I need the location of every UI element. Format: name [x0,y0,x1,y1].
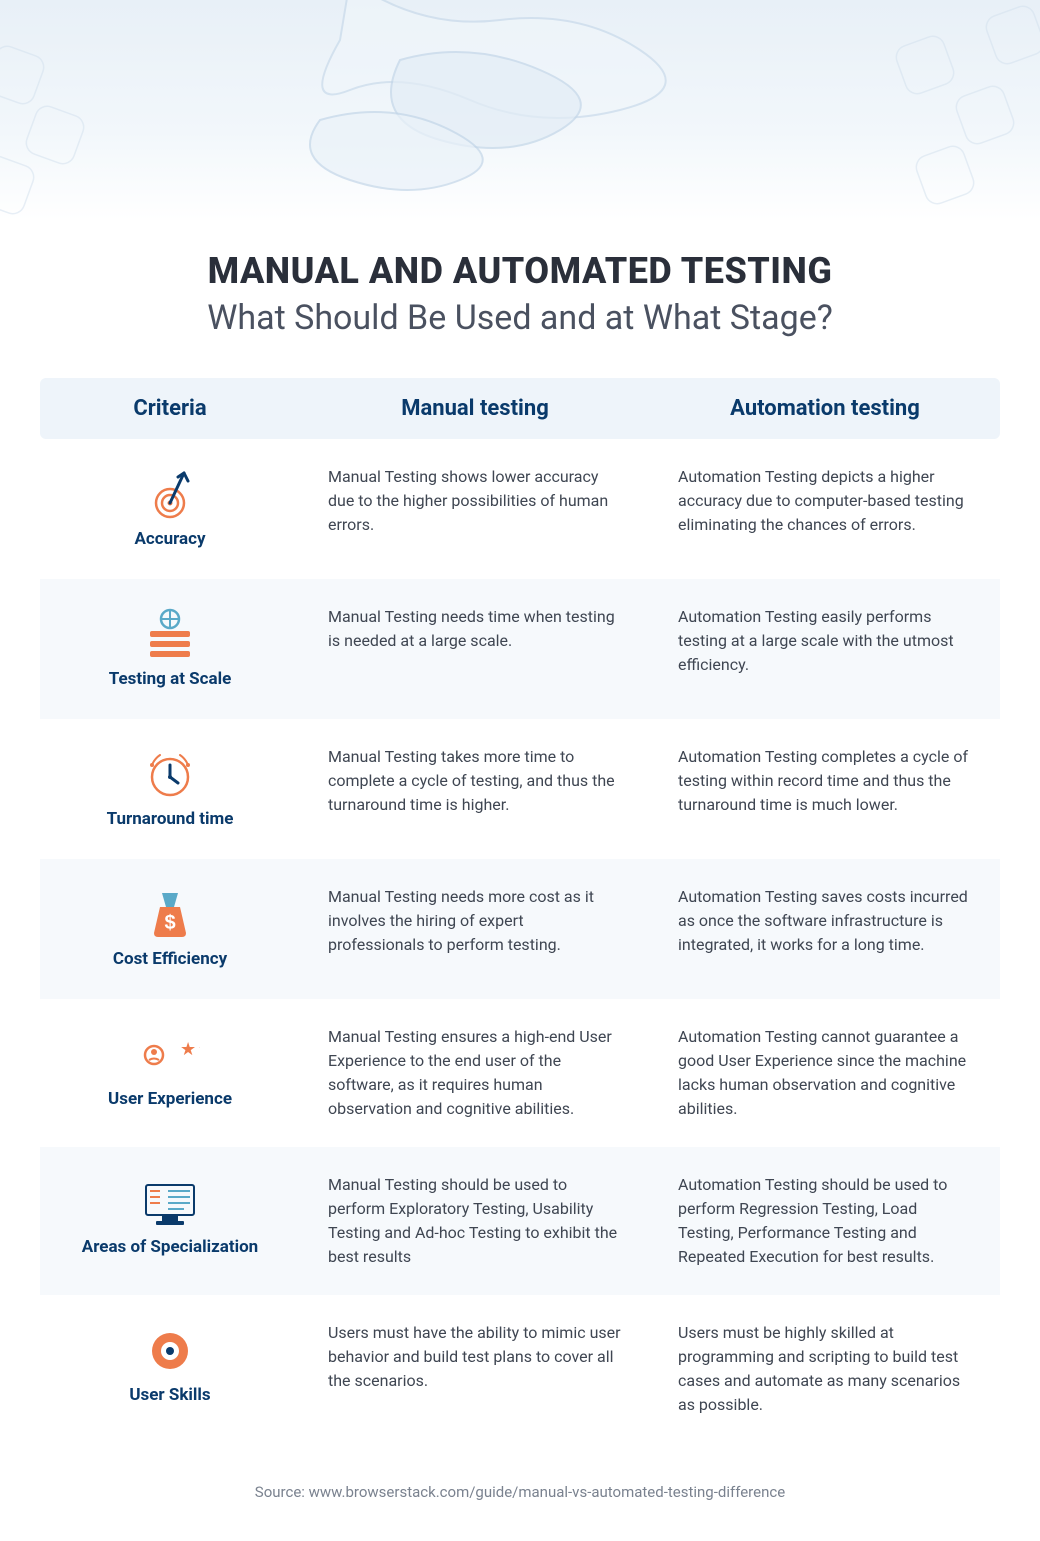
turnaround-icon [140,745,200,799]
hero-pattern-svg [0,0,1040,220]
manual-cell: Manual Testing needs time when testing i… [300,605,650,653]
manual-cell: Manual Testing shows lower accuracy due … [300,465,650,537]
criterion-label: Turnaround time [107,809,234,829]
criterion-label: Cost Efficiency [113,949,227,969]
title-block: MANUAL AND AUTOMATED TESTING What Should… [0,220,1040,378]
table-row: User Skills Users must have the ability t… [40,1295,1000,1443]
automation-cell: Automation Testing saves costs incurred … [650,885,1000,957]
criterion-cell: Testing at Scale [40,605,300,689]
criterion-cell: User Skills [40,1321,300,1405]
automation-cell: Automation Testing completes a cycle of … [650,745,1000,817]
table-row: Testing at Scale Manual Testing needs tim… [40,579,1000,719]
header-manual: Manual testing [300,396,650,421]
criterion-cell: Turnaround time [40,745,300,829]
source-attribution: Source: www.browserstack.com/guide/manua… [0,1473,1040,1541]
table-row: Accuracy Manual Testing shows lower accur… [40,439,1000,579]
automation-cell: Automation Testing depicts a higher accu… [650,465,1000,537]
automation-cell: Automation Testing cannot guarantee a go… [650,1025,1000,1121]
manual-cell: Manual Testing takes more time to comple… [300,745,650,817]
scale-icon [140,605,200,659]
skills-icon [140,1321,200,1375]
page-subtitle: What Should Be Used and at What Stage? [40,298,1000,338]
cost-icon [140,885,200,939]
criterion-label: User Experience [108,1089,232,1109]
manual-cell: Users must have the ability to mimic use… [300,1321,650,1393]
criterion-label: Areas of Specialization [82,1237,258,1257]
table-row: Cost Efficiency Manual Testing needs more… [40,859,1000,999]
header-criteria: Criteria [40,396,300,421]
criterion-cell: Areas of Specialization [40,1173,300,1257]
automation-cell: Automation Testing easily performs testi… [650,605,1000,677]
table-header-row: Criteria Manual testing Automation testi… [40,378,1000,439]
page-title: MANUAL AND AUTOMATED TESTING [40,250,1000,292]
criterion-cell: Accuracy [40,465,300,549]
accuracy-icon [140,465,200,519]
areas-icon [140,1173,200,1227]
automation-cell: Automation Testing should be used to per… [650,1173,1000,1269]
criterion-cell: Cost Efficiency [40,885,300,969]
manual-cell: Manual Testing ensures a high-end User E… [300,1025,650,1121]
manual-cell: Manual Testing should be used to perform… [300,1173,650,1269]
manual-cell: Manual Testing needs more cost as it inv… [300,885,650,957]
criterion-label: User Skills [129,1385,210,1405]
table-row: Areas of Specialization Manual Testing sh… [40,1147,1000,1295]
automation-cell: Users must be highly skilled at programm… [650,1321,1000,1417]
ux-icon [140,1025,200,1079]
criterion-label: Testing at Scale [109,669,232,689]
table-row: User Experience Manual Testing ensures a … [40,999,1000,1147]
header-automation: Automation testing [650,396,1000,421]
comparison-table: Criteria Manual testing Automation testi… [40,378,1000,1443]
hero-banner [0,0,1040,220]
table-row: Turnaround time Manual Testing takes more… [40,719,1000,859]
criterion-cell: User Experience [40,1025,300,1109]
criterion-label: Accuracy [134,529,205,549]
